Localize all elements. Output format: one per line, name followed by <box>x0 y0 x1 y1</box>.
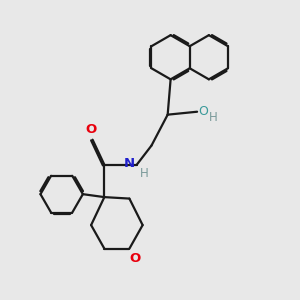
Text: N: N <box>124 157 135 170</box>
Text: O: O <box>199 105 208 118</box>
Text: H: H <box>209 110 218 124</box>
Text: H: H <box>140 167 148 180</box>
Text: O: O <box>85 123 97 136</box>
Text: O: O <box>129 252 140 265</box>
